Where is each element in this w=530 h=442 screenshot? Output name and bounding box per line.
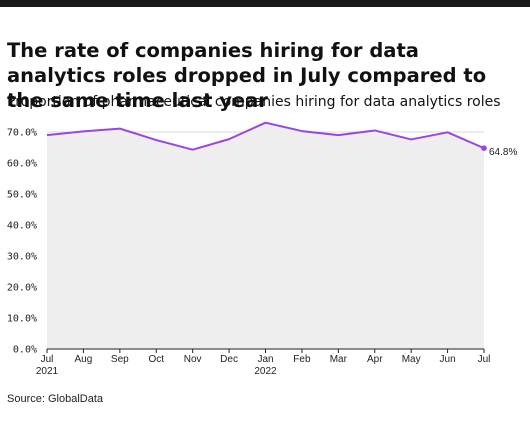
x-tick-label: May bbox=[402, 354, 421, 365]
y-tick-label: 20.0% bbox=[7, 283, 37, 294]
x-tick-year-label: 2021 bbox=[36, 366, 59, 377]
y-tick-label: 50.0% bbox=[7, 190, 37, 201]
x-tick-label: Sep bbox=[111, 354, 129, 365]
x-tick-label: Jul bbox=[41, 354, 54, 365]
series-line bbox=[46, 121, 485, 151]
y-tick-label: 70.0% bbox=[7, 128, 37, 139]
x-tick-label: Dec bbox=[220, 354, 238, 365]
y-tick-label: 60.0% bbox=[7, 159, 37, 170]
area-fill bbox=[47, 122, 484, 349]
y-tick-label: 30.0% bbox=[7, 252, 37, 263]
y-tick-label: 10.0% bbox=[7, 314, 37, 325]
end-value-label: 64.8% bbox=[489, 147, 517, 158]
source-note: Source: GlobalData bbox=[7, 393, 103, 405]
x-tick-label: Jan bbox=[257, 354, 273, 365]
x-tick-label: Mar bbox=[330, 354, 348, 365]
chart-subtitle: Proportion of pharmaceutical companies h… bbox=[7, 94, 501, 110]
x-tick-label: Nov bbox=[184, 354, 202, 365]
y-tick-label: 40.0% bbox=[7, 221, 37, 232]
x-tick-label: Aug bbox=[75, 354, 93, 365]
y-axis-ticks: 0.0% 10.0% 20.0% 30.0% 40.0% 50.0% 60.0% 70.0% bbox=[7, 128, 37, 356]
x-tick-year-label: 2022 bbox=[254, 366, 277, 377]
x-tick-label: Feb bbox=[293, 354, 311, 365]
end-point-marker bbox=[481, 145, 487, 151]
x-tick-label: Apr bbox=[367, 354, 383, 365]
chart-title: The rate of companies hiring for data an… bbox=[7, 39, 487, 112]
x-tick-label: Oct bbox=[148, 354, 164, 365]
top-accent-bar bbox=[0, 0, 530, 7]
x-tick-label: Jul bbox=[478, 354, 491, 365]
x-tick-label: Jun bbox=[440, 354, 456, 365]
y-tick-label: 0.0% bbox=[13, 345, 37, 356]
